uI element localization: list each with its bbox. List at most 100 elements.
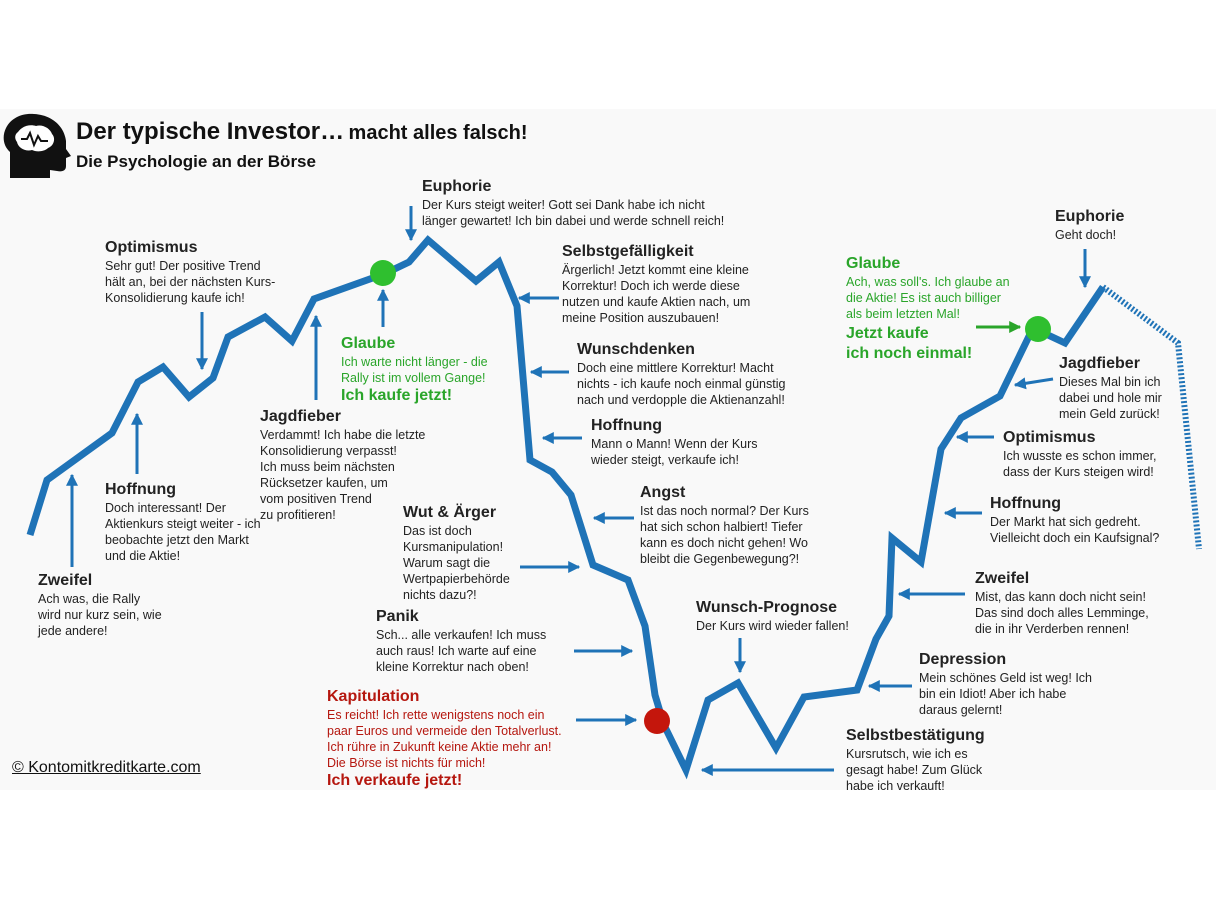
stage-angst: Angst Ist das noch normal? Der Kurs hat si… [640,483,809,567]
dotted-continuation [1101,284,1202,550]
stage-emphasis: Jetzt kaufe [846,325,929,342]
stage-title: Glaube [341,335,396,352]
stage-text-line: Der Kurs steigt weiter! Gott sei Dank ha… [422,198,705,212]
stage-wunschdenken: Wunschdenken Doch eine mittlere Korrektur… [577,340,785,408]
stage-text-line: Ich warte nicht länger - die [341,355,488,369]
stage-title: Hoffnung [591,417,663,434]
stage-title: Optimismus [1003,429,1096,446]
stage-text-line: Der Kurs wird wieder fallen! [696,619,849,633]
stage-text-line: Sehr gut! Der positive Trend [105,259,261,273]
stage-text-line: Ach, was soll's. Ich glaube an [846,275,1010,289]
stage-text-line: jede andere! [38,624,108,638]
stage-text-line: die Aktie! Es ist auch billiger [846,291,1001,305]
stage-selbstgefaelligkeit: Selbstgefälligkeit Ärgerlich! Jetzt kommt… [562,242,750,326]
stage-euphorie-2: Euphorie Geht doch! [1055,207,1124,243]
stage-text-line: Die Börse ist nichts für mich! [327,756,486,770]
stage-text-line: nach und verdopple die Aktienanzahl! [577,393,785,407]
stage-text-line: Mist, das kann doch nicht sein! [975,590,1146,604]
stage-text-line: Das ist doch [403,524,472,538]
stage-text-line: Geht doch! [1055,228,1117,242]
stage-optimismus-2: Optimismus Ich wusste es schon immer, dass… [1003,428,1157,480]
stage-text-line: Mein schönes Geld ist weg! Ich [919,671,1092,685]
stage-text-line: als beim letzten Mal! [846,307,960,321]
page-subtitle: Die Psychologie an der Börse [76,152,316,171]
stage-text-line: Das sind doch alles Lemminge, [975,606,1149,620]
stage-text-line: Mann o Mann! Wenn der Kurs [591,437,758,451]
stage-title: Hoffnung [990,495,1062,512]
stage-title: Angst [640,484,686,501]
stage-text-line: nichts dazu?! [403,588,477,602]
stage-text-line: Doch eine mittlere Korrektur! Macht [577,361,774,375]
stage-text-line: habe ich verkauft! [846,779,945,793]
stage-text-line: Aktienkurs steigt weiter - ich [105,517,261,531]
stage-selbstbestaetigung: Selbstbestätigung Kursrutsch, wie ich es g… [846,726,985,794]
stage-title: Hoffnung [105,481,177,498]
stage-euphorie-1: Euphorie Der Kurs steigt weiter! Gott sei… [422,177,724,229]
stage-wunsch-prognose: Wunsch-Prognose Der Kurs wird wieder fall… [696,598,849,634]
stage-text-line: Korrektur! Doch ich werde diese [562,279,740,293]
stage-depression: Depression Mein schönes Geld ist weg! Ich… [919,650,1092,718]
stage-text-line: nutzen und kaufe Aktien nach, um [562,295,751,309]
stage-title: Optimismus [105,239,198,256]
stage-text-line: mein Geld zurück! [1059,407,1160,421]
stage-title: Wunsch-Prognose [696,599,838,616]
stage-title: Depression [919,651,1007,668]
stage-title: Jagdfieber [260,408,341,425]
stage-title: Selbstgefälligkeit [562,243,694,260]
stage-text-line: daraus gelernt! [919,703,1003,717]
stage-text-line: wird nur kurz sein, wie [38,608,162,622]
stage-text-line: meine Position auszubauen! [562,311,720,325]
stage-text-line: Kursmanipulation! [403,540,504,554]
stage-jagdfieber-1: Jagdfieber Verdammt! Ich habe die letzte K… [260,407,425,523]
head-brain-icon [3,113,72,178]
stage-text-line: dabei und hole mir [1059,391,1162,405]
stage-emphasis: Ich verkaufe jetzt! [327,772,463,789]
stage-text-line: dass der Kurs steigen wird! [1003,465,1154,479]
stage-text-line: Ärgerlich! Jetzt kommt eine kleine [562,263,749,277]
copyright-link[interactable]: © Kontomitkreditkarte.com [12,759,201,776]
stage-kapitulation: Kapitulation Es reicht! Ich rette wenigst… [327,687,562,791]
stage-panik: Panik Sch... alle verkaufen! Ich muss auch… [376,607,546,675]
stage-text-line: Doch interessant! Der [105,501,226,515]
arrow-jagdfieber-2 [1013,377,1054,390]
stage-text-line: Konsolidierung kaufe ich! [105,291,245,305]
stage-text-line: Vielleicht doch ein Kaufsignal? [990,531,1160,545]
stage-text-line: Ach was, die Rally [38,592,141,606]
stage-text-line: Warum sagt die [403,556,491,570]
stage-text-line: hat sich schon halbiert! Tiefer [640,520,803,534]
stage-text-line: Verdammt! Ich habe die letzte [260,428,426,442]
stage-text-line: länger gewartet! Ich bin dabei und werde… [422,214,725,228]
stage-optimismus-1: Optimismus Sehr gut! Der positive Trend hä… [105,238,275,306]
stage-emphasis: ich noch einmal! [846,345,973,362]
stage-text-line: und die Aktie! [105,549,181,563]
stage-title: Glaube [846,255,901,272]
stage-emphasis: Ich kaufe jetzt! [341,387,453,404]
stage-text-line: Ist das noch normal? Der Kurs [640,504,809,518]
stage-text-line: Ich wusste es schon immer, [1003,449,1157,463]
stage-text-line: Dieses Mal bin ich [1059,375,1161,389]
stage-text-line: auch raus! Ich warte auf eine [376,644,537,658]
price-curve [26,235,1106,780]
stage-glaube-2: Glaube Ach, was soll's. Ich glaube an die … [846,254,1010,364]
stage-text-line: Konsolidierung verpasst! [260,444,397,458]
stage-hoffnung-3: Hoffnung Der Markt hat sich gedreht. Viell… [990,494,1159,546]
sell-dot [644,708,670,734]
stage-glaube-1: Glaube Ich warte nicht länger - die Rally … [341,334,488,406]
stage-text-line: Wertpapierbehörde [403,572,510,586]
stage-text-line: vom positiven Trend [260,492,372,506]
stage-text-line: Kursrutsch, wie ich es [846,747,968,761]
stage-text-line: hält an, bei der nächsten Kurs- [105,275,276,289]
stage-text-line: Es reicht! Ich rette wenigstens noch ein [327,708,545,722]
stage-text-line: Sch... alle verkaufen! Ich muss [376,628,547,642]
stage-title: Zweifel [38,572,93,589]
stage-jagdfieber-2: Jagdfieber Dieses Mal bin ich dabei und ho… [1059,354,1162,422]
stage-wut: Wut & Ärger Das ist doch Kursmanipulation!… [403,503,510,603]
stage-text-line: die in ihr Verderben rennen! [975,622,1130,636]
stage-title: Jagdfieber [1059,355,1140,372]
stage-title: Wunschdenken [577,341,695,358]
stage-text-line: kleine Korrektur nach oben! [376,660,529,674]
stage-text-line: bin ein Idiot! Aber ich habe [919,687,1067,701]
stage-text-line: gesagt habe! Zum Glück [846,763,983,777]
stage-zweifel-2: Zweifel Mist, das kann doch nicht sein! Da… [975,569,1149,637]
